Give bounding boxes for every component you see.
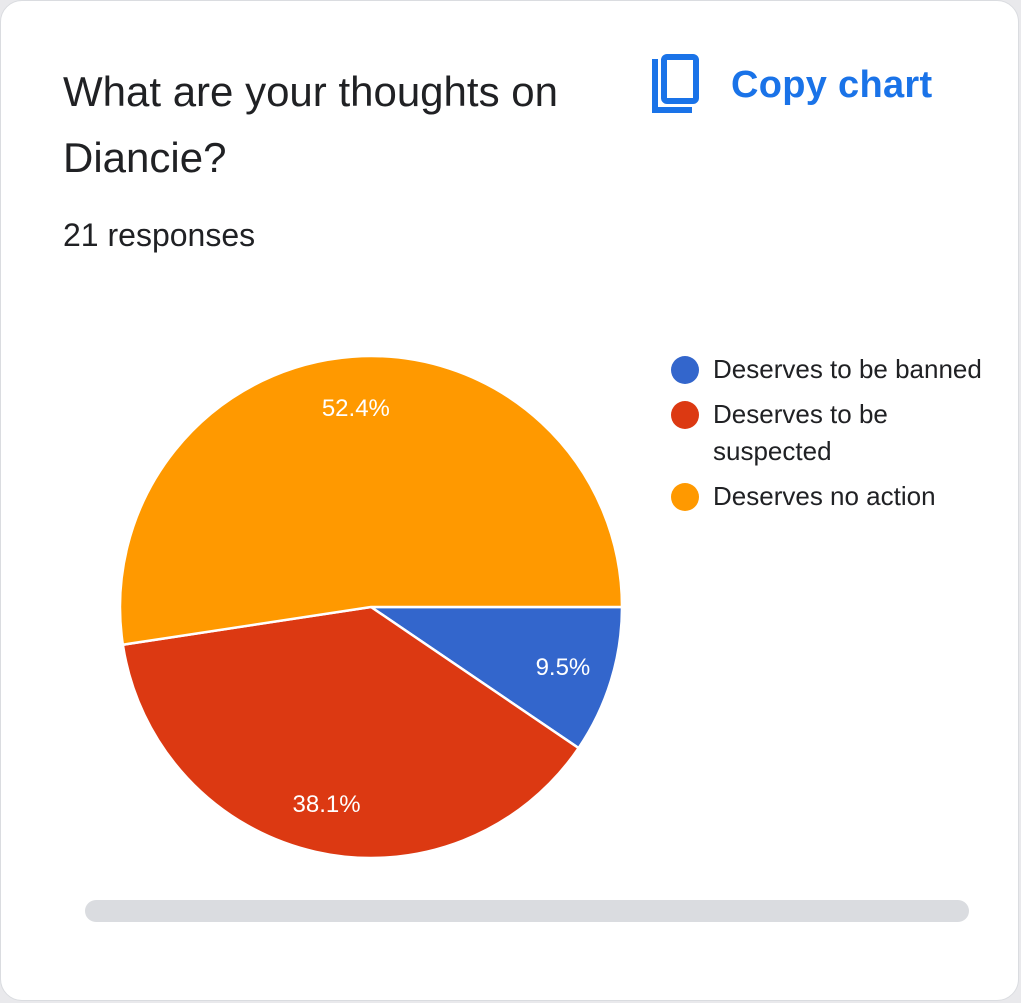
copy-chart-label: Copy chart [731,63,933,106]
copy-icon [649,54,701,116]
pie-label-banned: 9.5% [536,654,591,681]
legend-label-banned: Deserves to be banned [713,354,982,384]
pie-label-no-action: 52.4% [322,395,390,422]
legend-item-suspected[interactable]: Deserves to be suspected [671,396,991,470]
legend-swatch-banned [671,356,699,384]
legend-label-suspected: Deserves to be suspected [713,399,888,466]
pie-label-suspected: 38.1% [293,791,361,818]
pie-chart: 9.5% 38.1% 52.4% [118,354,624,860]
pie-slice-no-action[interactable] [118,354,624,646]
pie-slice-banned[interactable] [369,605,624,750]
question-title: What are your thoughts on Diancie? [63,68,558,181]
legend-swatch-no-action [671,483,699,511]
response-count: 21 responses [63,217,256,253]
legend-item-no-action[interactable]: Deserves no action [671,478,991,515]
legend-item-banned[interactable]: Deserves to be banned [671,351,991,388]
legend-swatch-suspected [671,401,699,429]
horizontal-scrollbar[interactable] [85,900,969,922]
chart-legend: Deserves to be banned Deserves to be sus… [671,351,991,523]
pie-slice-suspected[interactable] [121,605,580,860]
legend-label-no-action: Deserves no action [713,481,936,511]
copy-chart-button[interactable]: Copy chart [649,53,932,117]
